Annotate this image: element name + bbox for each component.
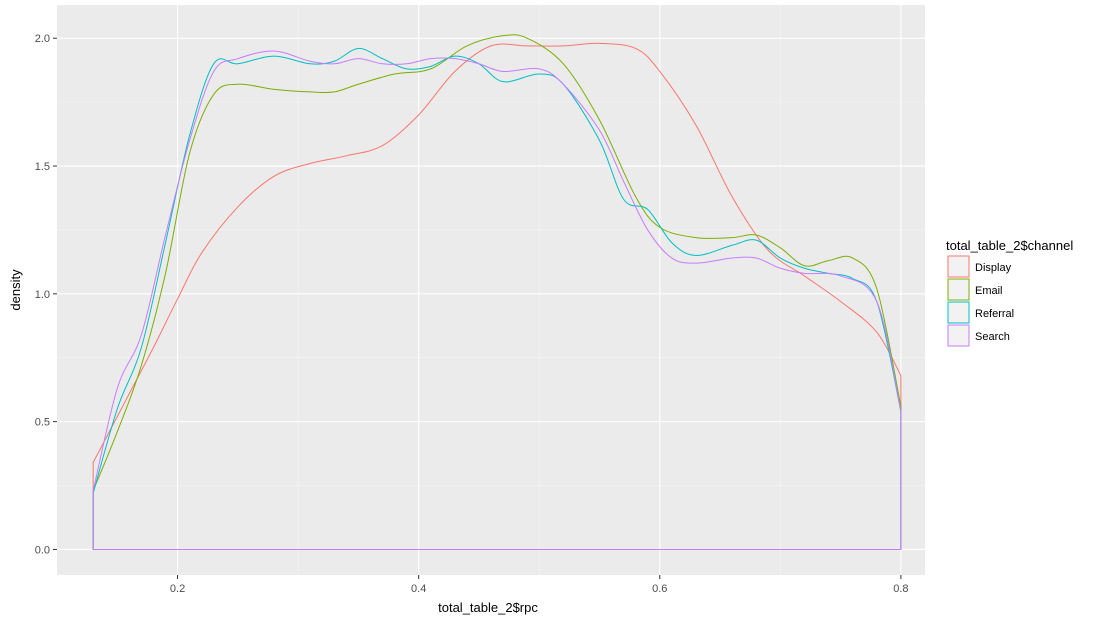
x-tick-label: 0.2 [170,583,185,595]
legend-key-search [947,324,970,347]
series-search-line [92,50,902,550]
legend-key-referral [947,301,970,324]
legend-label-referral: Referral [975,308,1014,320]
x-axis: 0.2 0.4 0.6 0.8 [170,575,909,595]
legend-key-display [947,255,970,278]
series-email-line [92,34,902,550]
legend-title: total_table_2$channel [946,238,1073,253]
legend-label-email: Email [975,285,1003,297]
x-tick-label: 0.4 [411,583,426,595]
y-tick-label: 2.0 [35,33,50,45]
y-tick-label: 1.5 [35,161,50,173]
x-axis-title: total_table_2$rpc [438,600,538,615]
legend: total_table_2$channel Display Email Referr… [946,238,1073,347]
legend-label-display: Display [975,262,1012,274]
plot-panel [57,5,925,575]
x-tick-label: 0.8 [893,583,908,595]
legend-key-email [947,278,970,301]
y-axis: 0.0 0.5 1.0 1.5 2.0 [35,33,57,556]
y-axis-title: density [8,269,23,311]
y-tick-label: 0.5 [35,417,50,429]
x-tick-label: 0.6 [652,583,667,595]
y-tick-label: 0.0 [35,544,50,556]
series-referral-line [92,47,902,550]
legend-label-search: Search [975,331,1010,343]
series-layer [92,34,902,550]
y-tick-label: 1.0 [35,289,50,301]
series-display-line [92,42,902,550]
